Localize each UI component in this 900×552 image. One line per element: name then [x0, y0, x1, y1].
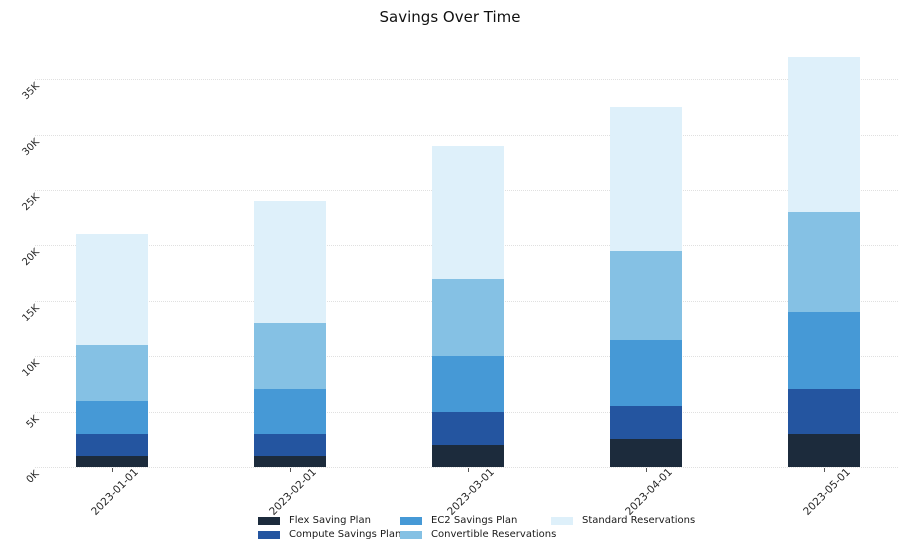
bar-segment [254, 201, 326, 323]
bar-segment [432, 278, 504, 357]
bar-segment [788, 311, 860, 390]
x-axis-tick-label: 2023-03-01 [445, 466, 497, 518]
bar-segment [76, 400, 148, 434]
legend-item: Standard Reservations [551, 514, 695, 527]
legend-swatch [258, 516, 280, 525]
bar-segment [254, 455, 326, 467]
y-axis-tick-label: 25K [20, 191, 42, 214]
legend-label: Flex Saving Plan [289, 515, 371, 526]
bar-segment [610, 339, 682, 407]
bar-segment [610, 250, 682, 340]
bar-segment [76, 234, 148, 346]
bar-segment [254, 389, 326, 434]
x-axis-tick [112, 468, 113, 472]
bar-segment [788, 433, 860, 467]
y-axis-tick-label: 10K [20, 357, 42, 380]
bar-segment [254, 322, 326, 390]
x-axis-tick-label: 2023-01-01 [89, 466, 141, 518]
legend-swatch [400, 530, 422, 539]
legend-label: EC2 Savings Plan [431, 515, 518, 526]
legend-swatch [551, 516, 573, 525]
gridline [35, 134, 898, 136]
gridline [35, 79, 898, 81]
bar-segment [788, 57, 860, 213]
chart-title: Savings Over Time [379, 8, 521, 26]
bar-segment [788, 212, 860, 312]
bar-segment [254, 433, 326, 456]
legend-item: Flex Saving Plan [258, 514, 371, 527]
legend-label: Compute Savings Plan [289, 529, 402, 540]
x-axis-tick [468, 468, 469, 472]
bar-segment [432, 356, 504, 412]
bar-segment [76, 345, 148, 401]
x-axis-tick [646, 468, 647, 472]
bar-segment [432, 444, 504, 467]
legend-item: Convertible Reservations [400, 528, 556, 541]
x-axis-tick-label: 2023-04-01 [623, 466, 675, 518]
legend-label: Standard Reservations [582, 515, 696, 526]
x-axis-tick-label: 2023-02-01 [267, 466, 319, 518]
bar-segment [432, 411, 504, 445]
bar-segment [610, 439, 682, 467]
legend-swatch [400, 516, 422, 525]
bar-segment [76, 455, 148, 467]
x-axis-tick [290, 468, 291, 472]
y-axis-tick-label: 30K [20, 136, 42, 158]
x-axis-tick [824, 468, 825, 472]
bar-segment [76, 433, 148, 456]
bar-segment [788, 389, 860, 434]
bar-segment [432, 145, 504, 279]
y-axis-tick-label: 0K [24, 468, 42, 486]
y-axis-tick-label: 15K [20, 302, 42, 324]
y-axis-tick-label: 5K [24, 413, 42, 431]
y-axis-tick-label: 20K [20, 247, 42, 269]
legend-swatch [258, 530, 280, 539]
legend-item: EC2 Savings Plan [400, 514, 517, 527]
legend-item: Compute Savings Plan [258, 528, 401, 541]
legend-label: Convertible Reservations [431, 529, 557, 540]
x-axis-tick-label: 2023-05-01 [801, 466, 853, 518]
bar-segment [610, 106, 682, 251]
gridline [35, 467, 898, 468]
y-axis-tick-label: 35K [20, 80, 42, 103]
bar-segment [610, 406, 682, 440]
